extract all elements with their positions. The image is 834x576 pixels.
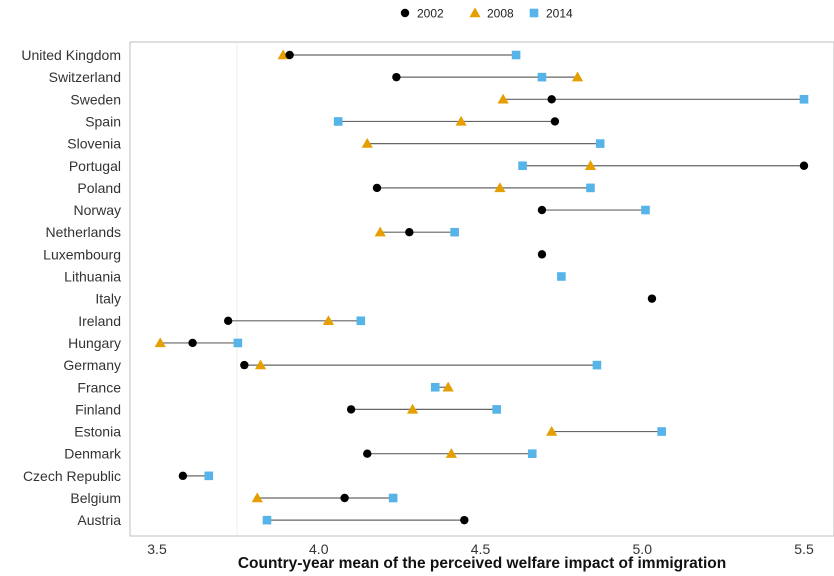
point-2002 <box>223 316 233 325</box>
point-2014 <box>492 405 501 414</box>
point-2002 <box>392 72 401 82</box>
point-2002 <box>240 360 249 370</box>
point-2008 <box>251 492 263 503</box>
point-2014 <box>356 316 366 326</box>
point-2002 <box>647 294 657 303</box>
x-axis-title: Country-year mean of the perceived welfa… <box>238 555 726 572</box>
point-2014 <box>450 227 459 237</box>
x-tick-label: 3.5 <box>147 541 167 557</box>
legend-marker-2002 <box>400 8 410 18</box>
point-2014 <box>527 449 537 458</box>
point-2008 <box>571 71 584 82</box>
point-2008 <box>406 403 419 414</box>
category-label: Belgium <box>70 490 121 506</box>
point-2008 <box>546 425 558 436</box>
point-2002 <box>537 250 547 259</box>
point-2014 <box>657 427 666 436</box>
point-2002 <box>550 117 560 126</box>
category-label: Sweden <box>70 91 121 107</box>
point-2014 <box>388 493 398 503</box>
category-label: Hungary <box>68 335 121 351</box>
category-label: Lithuania <box>64 269 121 285</box>
plot-panel <box>129 41 834 537</box>
point-2014 <box>233 338 243 348</box>
point-2008 <box>442 381 454 392</box>
category-label: Poland <box>77 180 121 196</box>
x-tick-label: 4.0 <box>309 541 329 557</box>
legend: 2002 2008 2014 <box>400 7 573 21</box>
x-tick-label: 5.0 <box>633 541 653 557</box>
point-2014 <box>333 117 343 126</box>
point-2008 <box>455 115 467 126</box>
category-label: Slovenia <box>67 136 121 152</box>
point-2008 <box>154 337 166 348</box>
point-2014 <box>641 205 650 215</box>
point-2002 <box>372 183 382 193</box>
category-label: Portugal <box>69 158 121 174</box>
category-label: Czech Republic <box>23 468 121 484</box>
point-2002 <box>405 228 414 237</box>
category-label: Austria <box>77 512 121 528</box>
point-2014 <box>430 382 440 392</box>
markers <box>154 49 809 525</box>
category-label: Ireland <box>78 313 121 329</box>
point-2002 <box>340 493 349 503</box>
point-2008 <box>361 138 373 148</box>
point-2008 <box>584 160 597 170</box>
point-2014 <box>518 161 527 171</box>
category-label: Germany <box>63 357 121 373</box>
category-label: United Kingdom <box>21 47 121 63</box>
x-tick-label: 5.5 <box>794 541 814 557</box>
point-2008 <box>494 182 506 193</box>
point-2008 <box>374 226 386 237</box>
point-2002 <box>547 95 556 104</box>
point-2014 <box>799 95 809 104</box>
point-2002 <box>799 161 809 170</box>
point-2014 <box>557 272 566 281</box>
legend-marker-2008 <box>469 7 481 18</box>
category-label: Netherlands <box>46 224 122 240</box>
point-2002 <box>285 50 294 60</box>
category-label: Spain <box>85 113 121 129</box>
point-2002 <box>188 338 197 348</box>
x-axis-ticks: 3.5 4.0 4.5 5.0 5.5 <box>147 541 814 557</box>
point-2014 <box>511 50 521 60</box>
category-label: Luxembourg <box>43 246 121 262</box>
point-2014 <box>262 515 272 525</box>
point-2008 <box>497 93 509 104</box>
point-2014 <box>595 139 605 148</box>
point-2014 <box>537 72 547 82</box>
category-label: Estonia <box>74 424 121 440</box>
point-2014 <box>204 471 214 481</box>
point-2002 <box>346 405 356 414</box>
category-label: Finland <box>75 401 121 417</box>
category-label: Denmark <box>64 446 122 462</box>
point-2008 <box>254 359 267 370</box>
category-label: Italy <box>95 291 121 307</box>
point-2008 <box>322 315 335 325</box>
point-2014 <box>592 360 602 370</box>
legend-label: 2002 <box>417 7 444 21</box>
legend-marker-2014 <box>529 8 539 18</box>
point-2002 <box>537 205 547 215</box>
category-label: Norway <box>74 202 121 218</box>
x-tick-label: 4.5 <box>471 541 491 557</box>
category-label: Switzerland <box>49 69 121 85</box>
category-label: France <box>77 379 121 395</box>
legend-label: 2008 <box>487 7 514 21</box>
point-2008 <box>445 448 457 458</box>
point-2002 <box>363 449 372 458</box>
point-2002 <box>460 515 469 525</box>
category-labels: United Kingdom Switzerland Sweden Spain Slov… <box>21 47 122 528</box>
point-2002 <box>178 471 188 481</box>
point-2014 <box>586 183 595 193</box>
legend-label: 2014 <box>546 7 573 21</box>
